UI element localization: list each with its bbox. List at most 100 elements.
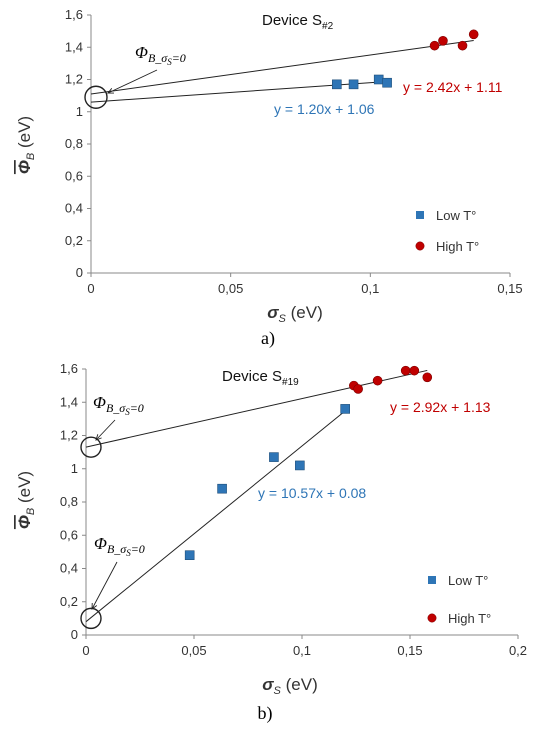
annotation-arrowhead	[91, 602, 98, 610]
y-tick-label: 0	[76, 265, 83, 280]
x-tick-label: 0,15	[397, 643, 422, 658]
y-tick-label: 1,2	[60, 428, 78, 443]
data-point-high-t	[400, 365, 411, 376]
annotation-arrow	[107, 69, 158, 94]
data-point-high-t	[422, 372, 433, 383]
annotation-symbol: Φ	[135, 43, 148, 62]
y-tick-label: 0,8	[65, 136, 83, 151]
annotation-tail: =0	[131, 542, 145, 556]
data-point-high-t	[457, 40, 468, 51]
legend-label: High T°	[436, 239, 479, 254]
intercept-circle-marker	[80, 436, 102, 458]
annotation-subsubscript: S	[126, 548, 131, 558]
x-axis-unit: (eV)	[286, 303, 323, 322]
legend-label: High T°	[448, 611, 491, 626]
annotation-subscript: B_σ	[106, 401, 126, 415]
data-point-high-t	[429, 40, 440, 51]
intercept-circle-marker	[84, 85, 108, 109]
trendline	[90, 40, 474, 95]
y-tick-label: 0,4	[60, 561, 78, 576]
y-tick-label: 0,6	[60, 527, 78, 542]
trendline-equation-label: y = 10.57x + 0.08	[258, 485, 366, 501]
x-axis-symbol: σ	[267, 303, 279, 322]
y-tick-label: 0,8	[60, 494, 78, 509]
trendline-equation-label: y = 2.42x + 1.11	[403, 79, 503, 95]
y-axis-symbol: Φ	[15, 515, 34, 529]
data-point-high-t	[372, 375, 383, 386]
y-tick-label: 1,6	[65, 7, 83, 22]
annotation-subscript: B_σ	[148, 51, 168, 65]
y-tick-label: 1,6	[60, 361, 78, 376]
data-point-low-t	[382, 77, 392, 88]
chart-title-text: Device S	[222, 368, 282, 385]
y-tick-label: 0,2	[60, 594, 78, 609]
chart-title: Device S#19	[222, 368, 299, 388]
annotation-arrow	[91, 561, 118, 610]
data-point-high-t	[438, 35, 448, 46]
annotation-symbol: Φ	[94, 534, 107, 553]
chart-panel-b: 00,20,40,60,811,21,41,60 0,05 0,1 0,15 0,2σS…	[15, 361, 527, 724]
annotation-tail: =0	[130, 401, 144, 415]
legend-marker-low-t	[428, 576, 436, 584]
data-point-low-t	[348, 79, 359, 90]
data-point-low-t	[332, 79, 342, 90]
annotation-tail: =0	[172, 51, 186, 65]
y-axis-subscript: B	[25, 508, 37, 515]
data-point-low-t	[295, 460, 305, 471]
y-tick-label: 0,4	[65, 201, 83, 216]
legend-label: Low T°	[436, 208, 476, 223]
panel-caption: a)	[261, 328, 275, 349]
x-axis-label: σS (eV)	[262, 675, 317, 697]
data-point-low-t	[184, 550, 195, 561]
x-tick-label: 0,1	[293, 643, 311, 658]
x-axis-label: σS (eV)	[267, 303, 322, 325]
legend-marker-high-t	[415, 241, 425, 251]
trendline-equation-label: y = 2.92x + 1.13	[390, 399, 491, 415]
y-tick-label: 0,6	[65, 168, 83, 183]
x-tick-label: 0	[87, 281, 94, 296]
intercept-annotation-label: ΦB_σS=0	[93, 393, 144, 417]
chart-title-subscript: #2	[322, 21, 334, 32]
y-axis-label: ΦB (eV)	[15, 471, 37, 529]
trendline-equation-label: y = 1.20x + 1.06	[274, 101, 375, 117]
annotation-subscript: B_σ	[107, 542, 127, 556]
legend-label: Low T°	[448, 573, 488, 588]
intercept-annotation-label: ΦB_σS=0	[135, 43, 186, 67]
x-axis-subscript: S	[274, 685, 282, 697]
x-tick-label: 0	[82, 643, 89, 658]
y-tick-label: 1	[76, 104, 83, 119]
x-axis-symbol: σ	[262, 675, 274, 694]
legend-marker-high-t	[427, 613, 437, 623]
data-point-high-t	[468, 29, 479, 40]
y-tick-label: 1,2	[65, 72, 83, 87]
y-tick-label: 1,4	[65, 39, 83, 54]
y-tick-label: 1,4	[60, 394, 78, 409]
y-axis-subscript: B	[25, 153, 37, 160]
panel-caption: b)	[258, 703, 273, 724]
annotation-subsubscript: S	[167, 57, 172, 67]
x-tick-label: 0,05	[181, 643, 206, 658]
chart-title: Device S#2	[262, 12, 334, 32]
x-axis-subscript: S	[279, 313, 287, 325]
trendline	[85, 369, 428, 448]
annotation-arrowhead	[107, 88, 115, 94]
intercept-annotation-label: ΦB_σS=0	[94, 534, 145, 558]
data-point-high-t	[353, 384, 363, 394]
legend-marker-low-t	[416, 211, 424, 219]
y-axis-symbol: Φ	[15, 160, 34, 174]
y-tick-label: 1	[71, 461, 78, 476]
data-point-high-t	[409, 365, 420, 376]
trendline	[90, 81, 388, 103]
annotation-arrow	[95, 419, 116, 441]
intercept-circle-marker	[80, 607, 102, 630]
chart-title-subscript: #19	[282, 377, 299, 388]
x-tick-label: 0,1	[361, 281, 379, 296]
x-tick-label: 0,05	[218, 281, 243, 296]
y-axis-label: ΦB (eV)	[15, 116, 37, 174]
annotation-arrowhead	[95, 434, 102, 441]
y-tick-label: 0,2	[65, 233, 83, 248]
chart-title-text: Device S	[262, 12, 322, 29]
x-tick-label: 0,15	[497, 281, 522, 296]
